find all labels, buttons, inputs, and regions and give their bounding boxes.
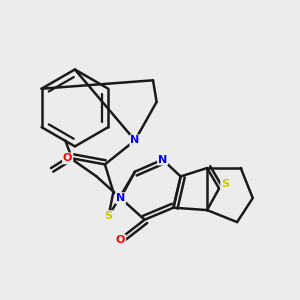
Text: S: S (221, 179, 229, 189)
Text: N: N (158, 154, 167, 165)
Text: S: S (104, 211, 112, 221)
Text: N: N (130, 135, 140, 146)
Text: O: O (116, 235, 125, 245)
Text: N: N (116, 193, 125, 203)
Text: O: O (63, 153, 72, 164)
